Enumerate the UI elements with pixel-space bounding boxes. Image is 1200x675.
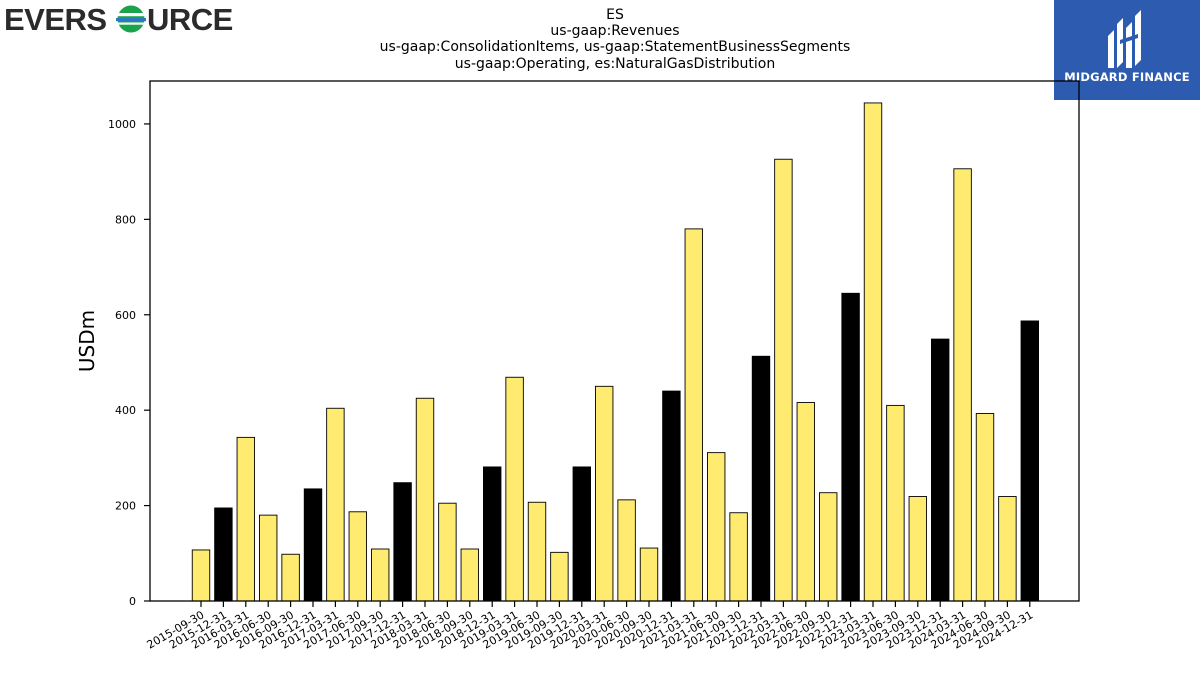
eversource-logo-o-icon [116, 5, 146, 33]
bar-2019-06-30 [527, 501, 547, 602]
eversource-logo-text-right: URCE [147, 2, 233, 37]
bar-2023-09-30 [908, 496, 927, 602]
chart-title-block: ES us-gaap:Revenues us-gaap:Consolidatio… [300, 7, 930, 72]
bar-2019-03-31 [505, 376, 524, 602]
bar-2024-03-31 [953, 168, 972, 602]
y-tick-label: 400 [115, 404, 136, 417]
eversource-logo-text-left: EVERS [4, 2, 107, 37]
midgard-finance-logo: MIDGARD FINANCE [1054, 0, 1200, 100]
bar-2017-03-31 [326, 407, 345, 602]
bars-group [191, 102, 1039, 602]
eversource-logo: EVERS URCE [4, 2, 233, 37]
bar-2024-12-31 [1020, 320, 1039, 602]
chart-title-line-2: us-gaap:Revenues [550, 23, 680, 40]
bar-2018-03-31 [415, 397, 435, 602]
bar-2023-12-31 [931, 338, 950, 602]
bar-2016-03-31 [236, 436, 256, 602]
y-tick-label: 600 [115, 309, 136, 322]
bar-2023-03-31 [863, 102, 883, 602]
bar-2021-09-30 [729, 512, 748, 602]
y-axis: 0 200 400 600 800 1000 [108, 118, 150, 608]
bar-2017-12-31 [393, 482, 412, 602]
bar-2021-12-31 [751, 355, 771, 602]
midgard-logo-text: MIDGARD FINANCE [1064, 70, 1190, 84]
bar-2018-06-30 [438, 502, 457, 602]
bar-2022-03-31 [774, 158, 793, 602]
bar-2017-06-30 [348, 511, 367, 602]
chart-title-line-1: ES [606, 7, 624, 23]
bar-2020-12-31 [662, 390, 681, 602]
bar-2021-06-30 [707, 452, 726, 602]
y-tick-label: 0 [129, 595, 136, 608]
bar-2018-09-30 [460, 548, 479, 602]
bar-2016-09-30 [281, 553, 300, 602]
y-axis-label: USDm [75, 310, 99, 372]
bar-2016-12-31 [303, 488, 323, 602]
bar-2020-09-30 [639, 547, 659, 602]
bar-2020-03-31 [595, 385, 614, 602]
y-tick-label: 800 [115, 213, 136, 226]
bar-2016-06-30 [259, 514, 278, 602]
bar-2017-09-30 [371, 548, 390, 602]
bar-2019-12-31 [572, 466, 591, 602]
bar-2018-12-31 [483, 466, 502, 602]
bar-2022-09-30 [819, 492, 838, 602]
bar-2023-06-30 [886, 404, 905, 602]
bar-2022-06-30 [796, 402, 815, 602]
y-tick-label: 1000 [108, 118, 136, 131]
bar-2022-12-31 [841, 292, 860, 602]
bar-2020-06-30 [617, 499, 636, 602]
y-tick-label: 200 [115, 500, 136, 513]
bar-2015-12-31 [214, 507, 233, 602]
x-axis: 2015-09-302015-12-312016-03-312016-06-30… [145, 601, 1035, 652]
bar-2015-09-30 [191, 549, 211, 602]
bar-2024-06-30 [975, 413, 995, 602]
bar-2021-03-31 [684, 228, 703, 602]
bar-2024-09-30 [998, 496, 1017, 602]
chart-title-line-4: us-gaap:Operating, es:NaturalGasDistribu… [454, 55, 776, 72]
midgard-logo-mark-icon [1108, 10, 1141, 68]
plot-frame [149, 80, 1080, 602]
chart-title-line-3: us-gaap:ConsolidationItems, us-gaap:Stat… [379, 39, 851, 56]
bar-2019-09-30 [550, 551, 569, 602]
